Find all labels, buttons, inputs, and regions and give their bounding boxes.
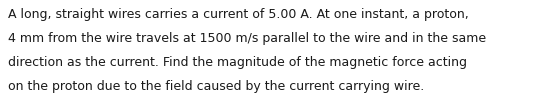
Text: direction as the current. Find the magnitude of the magnetic force acting: direction as the current. Find the magni… [8,56,467,69]
Text: 4 mm from the wire travels at 1500 m/s parallel to the wire and in the same: 4 mm from the wire travels at 1500 m/s p… [8,32,486,45]
Text: on the proton due to the field caused by the current carrying wire.: on the proton due to the field caused by… [8,80,424,93]
Text: A long, straight wires carries a current of 5.00 A. At one instant, a proton,: A long, straight wires carries a current… [8,8,469,21]
